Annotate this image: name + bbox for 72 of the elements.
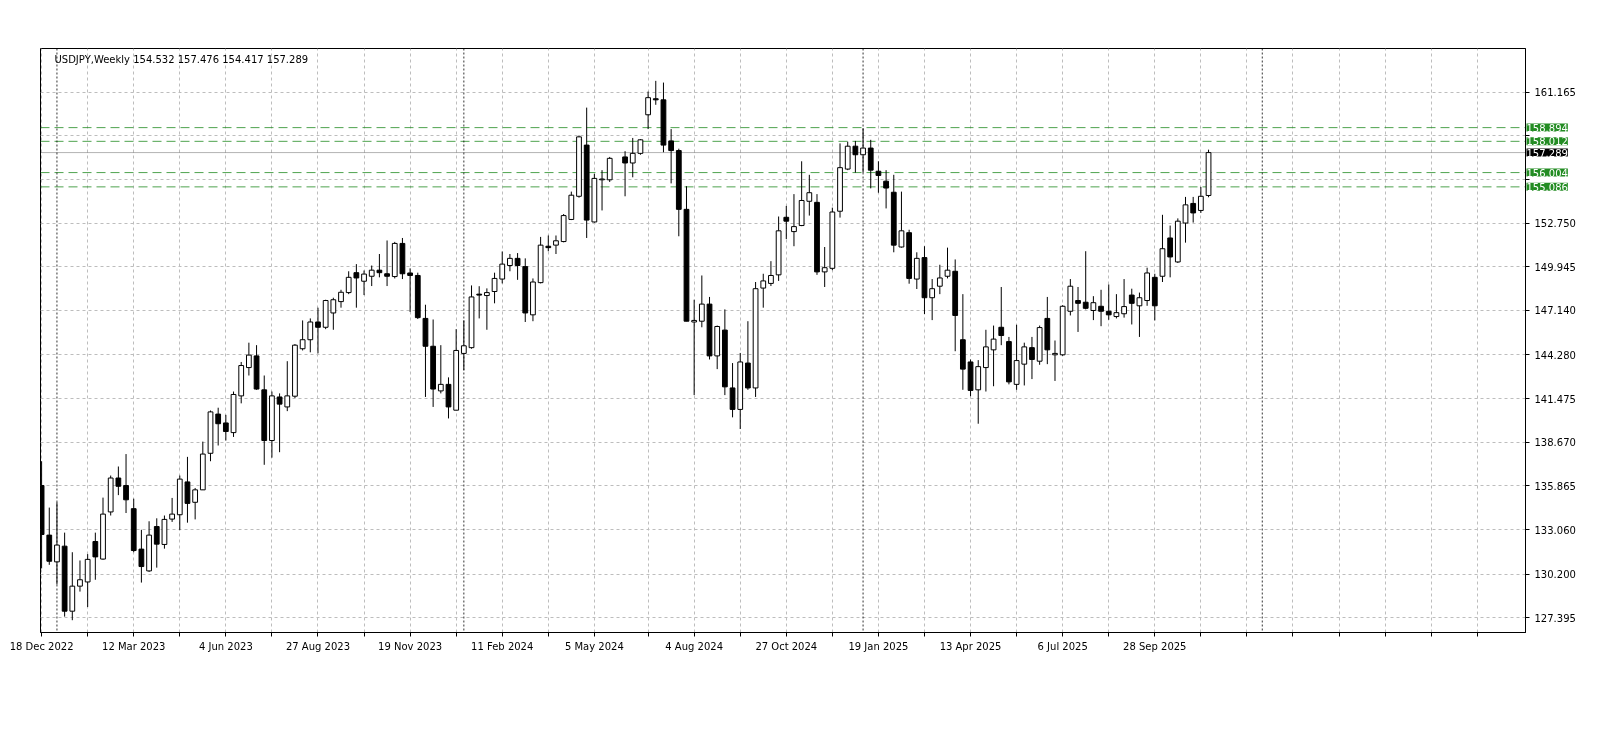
candlestick <box>1121 278 1127 319</box>
candlestick <box>1098 289 1104 327</box>
candlestick <box>883 169 889 209</box>
candlestick <box>622 150 628 197</box>
x-tick-label: 5 May 2024 <box>564 640 624 652</box>
candlestick <box>652 80 659 106</box>
candlestick <box>983 329 989 393</box>
x-tick-label: 12 Mar 2023 <box>102 640 166 652</box>
candlestick <box>645 91 651 130</box>
candlestick <box>92 532 99 581</box>
ref-line-label: 158.894 <box>1526 122 1568 134</box>
x-tick-label: 6 Jul 2025 <box>1037 640 1088 652</box>
candlestick <box>875 160 882 194</box>
candlestick <box>768 260 774 287</box>
candlestick <box>1029 336 1035 380</box>
candlestick <box>1052 340 1058 382</box>
candlestick <box>315 307 321 354</box>
candlestick <box>384 239 390 287</box>
candlestick <box>246 342 252 376</box>
y-tick-label: 133.060 <box>1534 524 1576 536</box>
ref-line-label: 157.289 <box>1526 147 1568 159</box>
candlestick <box>599 169 605 211</box>
y-tick-label: 127.395 <box>1534 612 1576 624</box>
x-tick-label: 4 Aug 2024 <box>665 640 724 652</box>
x-tick-label: 11 Feb 2024 <box>471 640 534 652</box>
candlestick <box>990 325 997 387</box>
candlestick <box>84 553 91 608</box>
candlestick <box>361 269 367 296</box>
candlestick <box>192 487 199 520</box>
candlestick <box>936 264 943 295</box>
y-tick-label: 161.165 <box>1534 87 1576 99</box>
candlestick <box>606 156 613 183</box>
candlestick <box>629 137 636 178</box>
candlestick <box>77 559 83 593</box>
ref-line-label: 155.086 <box>1526 181 1568 193</box>
candlestick <box>407 267 413 313</box>
candlestick <box>476 285 483 319</box>
x-tick-label: 28 Sep 2025 <box>1123 640 1187 652</box>
candlestick <box>1197 186 1204 214</box>
x-tick-label: 27 Oct 2024 <box>755 640 818 652</box>
candlestick <box>169 497 175 523</box>
candlestick <box>123 453 129 514</box>
candlestick <box>760 273 767 309</box>
candlestick <box>307 317 314 353</box>
y-tick-label: 144.280 <box>1534 349 1576 361</box>
x-tick-label: 19 Jan 2025 <box>848 640 909 652</box>
x-tick-label: 19 Nov 2023 <box>378 640 443 652</box>
ref-line-label: 156.004 <box>1526 167 1568 179</box>
y-tick-label: 141.475 <box>1534 393 1576 405</box>
x-tick-label: 4 Jun 2023 <box>198 640 253 652</box>
x-tick-label: 27 Aug 2023 <box>285 640 351 652</box>
candlestick <box>1075 286 1081 333</box>
x-tick-label: 13 Apr 2025 <box>939 640 1002 652</box>
y-tick-label: 152.750 <box>1534 218 1576 230</box>
candlestick <box>553 234 559 255</box>
candlestick <box>783 205 790 240</box>
candlestick <box>514 252 521 281</box>
candlestick <box>484 287 490 331</box>
candlestick <box>998 286 1005 346</box>
candlestick <box>791 193 797 247</box>
text: USDJPY,Weekly 154.532 157.476 154.417 157.289 <box>54 53 309 65</box>
y-tick-label: 138.670 <box>1534 437 1576 449</box>
x-tick-label: 18 Dec 2022 <box>9 640 74 652</box>
y-tick-label: 147.140 <box>1534 305 1576 317</box>
candlestick <box>668 128 675 184</box>
candlestick <box>867 139 874 189</box>
candlestick <box>299 319 306 351</box>
y-tick-label: 130.200 <box>1534 569 1576 581</box>
y-tick-label: 149.945 <box>1534 261 1576 273</box>
ref-line-label: 158.012 <box>1526 136 1568 148</box>
candlestick <box>507 253 513 272</box>
y-tick-label: 135.865 <box>1534 480 1576 492</box>
